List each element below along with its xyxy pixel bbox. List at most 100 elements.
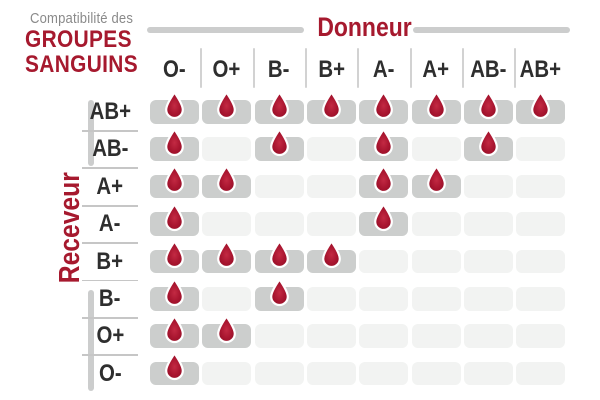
cell-B+-from-A- (359, 249, 409, 274)
cell-B+-from-AB- (463, 249, 513, 274)
blood-drop-icon (215, 164, 238, 194)
cell-B+-from-AB+ (516, 249, 566, 274)
blood-drop-icon (372, 127, 395, 157)
blood-drop-icon (268, 276, 291, 307)
donor-axis-title-text: Donneur (316, 12, 412, 42)
receiver-axis-rule-top (87, 100, 94, 166)
cell-O+-from-AB- (463, 324, 513, 348)
blood-drop-icon (372, 89, 395, 120)
chart-eyebrow: Compatibilité des (30, 10, 148, 27)
donor-axis-title: Donneur (302, 12, 426, 43)
col-header-text: O+ (212, 56, 241, 83)
row-label-A-: A- (82, 210, 138, 238)
chart-title-line2: SANGUINS (25, 51, 155, 79)
col-header-B-: B- (255, 57, 304, 83)
cell-A+-from-B- (254, 174, 304, 199)
row-divider (82, 242, 138, 244)
cell-AB--from-AB+ (516, 137, 566, 161)
row-label-text: A+ (96, 172, 124, 200)
cell-A--from-B- (254, 212, 304, 236)
row-divider (82, 204, 138, 207)
col-header-B+: B+ (307, 57, 356, 83)
cell-O+-from-B- (254, 324, 304, 348)
row-label-AB-: AB- (82, 135, 138, 163)
cell-O+-from-B+ (306, 324, 356, 348)
cell-O--from-A+ (411, 361, 461, 386)
blood-drop-icon (163, 239, 186, 269)
blood-drop-icon (163, 127, 186, 157)
row-divider (82, 317, 138, 319)
blood-drop-icon (163, 351, 186, 381)
cell-B--from-A- (359, 287, 409, 311)
chart-title-line2-text: SANGUINS (25, 51, 139, 78)
blood-drop-icon (268, 89, 291, 120)
row-label-A+: A+ (82, 173, 138, 201)
row-label-text: O- (98, 359, 122, 387)
cell-A--from-B+ (306, 212, 356, 236)
row-label-AB+: AB+ (82, 98, 138, 126)
col-header-text: B+ (318, 56, 345, 83)
cell-B--from-B+ (306, 287, 356, 311)
cell-O--from-B- (254, 361, 304, 386)
cell-O--from-AB+ (516, 361, 566, 386)
row-label-text: AB- (91, 135, 129, 163)
chart-title-line1-text: GROUPES (25, 26, 132, 53)
blood-drop-icon (215, 314, 238, 344)
cell-B--from-AB- (463, 287, 513, 311)
cell-O--from-AB- (463, 361, 513, 386)
cell-AB--from-B+ (306, 137, 356, 161)
blood-drop-icon (215, 89, 238, 120)
cell-B--from-AB+ (516, 287, 566, 311)
col-header-A-: A- (359, 57, 408, 83)
blood-drop-icon (320, 239, 343, 269)
cell-A--from-AB+ (516, 212, 566, 236)
row-divider (82, 279, 138, 282)
row-label-text: B- (99, 285, 121, 312)
blood-drop-icon (529, 89, 552, 120)
cell-O--from-B+ (306, 361, 356, 386)
blood-drop-icon (425, 89, 448, 120)
column-divider (357, 48, 360, 88)
blood-drop-icon (268, 127, 291, 157)
row-label-B+: B+ (82, 248, 138, 276)
row-divider (82, 354, 138, 357)
col-header-A+: A+ (412, 57, 461, 83)
blood-drop-icon (425, 164, 448, 194)
blood-drop-icon (320, 89, 343, 120)
cell-AB--from-O+ (202, 137, 252, 161)
cell-A+-from-B+ (306, 174, 356, 199)
blood-drop-icon (163, 314, 186, 344)
blood-drop-icon (215, 239, 238, 269)
cell-O+-from-A+ (411, 324, 461, 348)
row-label-text: AB+ (89, 98, 131, 125)
blood-drop-icon (163, 164, 186, 194)
cell-O+-from-A- (359, 324, 409, 348)
col-header-AB+: AB+ (516, 57, 565, 83)
cell-A--from-A+ (411, 212, 461, 236)
cell-A--from-AB- (463, 212, 513, 236)
donor-axis-rule-right (413, 26, 570, 33)
column-divider (200, 48, 203, 88)
col-header-text: A- (373, 56, 395, 83)
column-divider (304, 48, 308, 88)
col-header-O+: O+ (202, 57, 251, 83)
row-divider (82, 167, 138, 170)
blood-drop-icon (477, 89, 500, 120)
col-header-text: B- (268, 56, 290, 83)
column-divider (461, 48, 465, 88)
row-label-B-: B- (82, 285, 138, 313)
col-header-text: O- (163, 56, 186, 83)
col-header-text: AB- (470, 56, 507, 83)
row-label-text: A- (99, 210, 121, 238)
cell-A+-from-AB+ (516, 174, 566, 199)
col-header-O-: O- (150, 57, 199, 83)
blood-drop-icon (268, 239, 291, 269)
col-header-AB-: AB- (464, 57, 513, 83)
blood-drop-icon (163, 201, 186, 232)
row-divider (82, 130, 138, 132)
blood-drop-icon (163, 276, 186, 307)
blood-drop-icon (163, 89, 186, 120)
cell-A+-from-AB- (463, 174, 513, 199)
blood-drop-icon (477, 127, 500, 157)
cell-AB--from-A+ (411, 137, 461, 161)
